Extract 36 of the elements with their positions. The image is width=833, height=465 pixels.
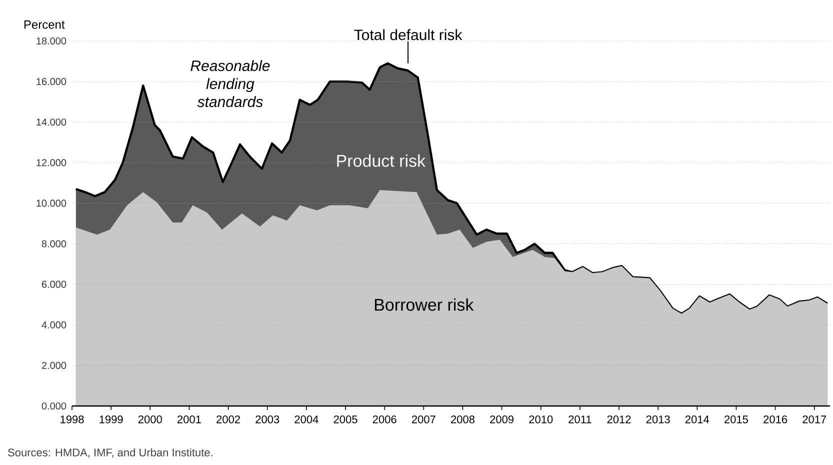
y-tick-label: 6.000 — [42, 280, 66, 288]
y-tick-label: 16.000 — [36, 78, 66, 86]
annotation: Reasonable lending standards — [190, 60, 270, 108]
x-tick-label: 2006 — [372, 416, 396, 424]
y-tick-label: 12.000 — [36, 159, 66, 166]
source-note: Sources: HMDA, IMF, and Urban Institute. — [8, 448, 212, 458]
x-tick-label: 2008 — [451, 416, 474, 424]
x-tick-label: 2016 — [764, 416, 788, 424]
y-tick-label: 4.000 — [42, 321, 66, 328]
x-tick-label: 2003 — [256, 416, 280, 424]
y-tick-label: 2.000 — [42, 362, 66, 369]
y-tick-label: 10.000 — [36, 200, 66, 207]
x-tick-label: 1998 — [60, 416, 84, 424]
y-tick-label: 18.000 — [36, 37, 66, 45]
y-tick-label: 8.000 — [42, 240, 66, 248]
y-tick-label: 0.000 — [42, 402, 66, 410]
annotation: Product risk — [337, 154, 426, 167]
x-tick-label: 2015 — [724, 416, 748, 424]
text: Total default risk — [354, 29, 462, 40]
x-tick-label: 2002 — [216, 416, 240, 424]
x-tick-label: 2000 — [138, 416, 162, 424]
x-tick-label: 2005 — [334, 416, 358, 424]
x-tick-label: 1999 — [100, 416, 123, 424]
x-tick-label: 2007 — [412, 416, 436, 424]
x-tick-label: 2001 — [178, 416, 201, 424]
y-axis-title: Percent — [24, 20, 65, 29]
x-tick-label: 2012 — [607, 416, 631, 424]
x-tick-label: 2017 — [802, 416, 826, 424]
series-label: Borrower risk — [374, 298, 474, 311]
y-tick-label: 14.000 — [36, 118, 66, 126]
x-tick-label: 2011 — [568, 416, 592, 424]
x-tick-label: 2004 — [294, 416, 318, 424]
x-tick-label: 2014 — [685, 416, 710, 424]
x-tick-label: 2009 — [490, 416, 514, 424]
x-tick-label: 2010 — [529, 416, 553, 424]
x-tick-label: 2013 — [646, 416, 670, 424]
